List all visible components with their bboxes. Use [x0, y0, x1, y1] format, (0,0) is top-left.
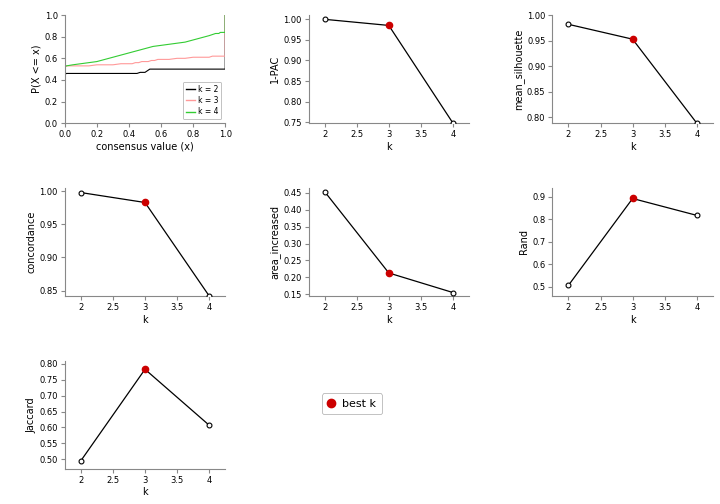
Y-axis label: area_increased: area_increased: [269, 205, 280, 279]
Legend: k = 2, k = 3, k = 4: k = 2, k = 3, k = 4: [183, 82, 221, 119]
X-axis label: k: k: [386, 314, 392, 325]
Y-axis label: Rand: Rand: [519, 229, 529, 255]
Y-axis label: Jaccard: Jaccard: [27, 397, 37, 432]
X-axis label: k: k: [630, 314, 636, 325]
X-axis label: k: k: [142, 314, 148, 325]
Legend: best k: best k: [322, 393, 382, 414]
X-axis label: k: k: [630, 142, 636, 152]
Y-axis label: P(X <= x): P(X <= x): [32, 45, 42, 93]
Y-axis label: concordance: concordance: [27, 211, 37, 273]
Y-axis label: 1-PAC: 1-PAC: [271, 55, 280, 83]
X-axis label: k: k: [386, 142, 392, 152]
Y-axis label: mean_silhouette: mean_silhouette: [513, 28, 524, 110]
X-axis label: consensus value (x): consensus value (x): [96, 142, 194, 152]
X-axis label: k: k: [142, 487, 148, 497]
